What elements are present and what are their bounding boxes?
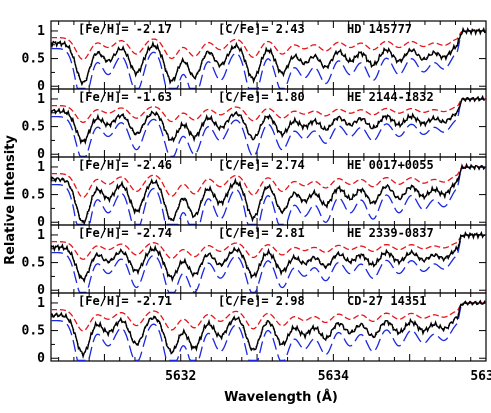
- cfe-label: [C/Fe]= 2.43: [218, 22, 305, 36]
- y-tick-label: 0.5: [22, 52, 45, 67]
- y-tick-label: 0.5: [22, 256, 45, 271]
- series-observed: [50, 162, 486, 225]
- spectrum-panel: 1 0.5 0 [Fe/H]= -2.74 [C/Fe]= 2.81 HE 2339-08…: [22, 224, 487, 298]
- series-model-low: [51, 30, 485, 90]
- y-tick-label: 1: [37, 296, 45, 311]
- panel-frame: [50, 292, 487, 362]
- y-tick-label: 0: [37, 351, 45, 366]
- feh-label: [Fe/H]= -2.74: [78, 226, 172, 240]
- series-model-best: [51, 234, 485, 280]
- series-model-low: [51, 302, 485, 362]
- series-model-best: [51, 98, 485, 143]
- series-observed: [50, 26, 486, 87]
- feh-label: [Fe/H]= -2.17: [78, 22, 172, 36]
- feh-label: [Fe/H]= -2.46: [78, 158, 172, 172]
- star-name: HE 2144-1832: [347, 90, 434, 104]
- y-tick-label: 1: [37, 92, 45, 107]
- y-tick-label: 0: [37, 147, 45, 162]
- x-tick-label: 5636: [470, 369, 491, 384]
- panels-layer: 10.50[Fe/H]= -2.17 [C/Fe]= 2.43 HD 1457771…: [22, 20, 487, 366]
- series-observed: [50, 299, 486, 360]
- y-tick-label: 0: [37, 283, 45, 298]
- spectrum-panel: 1 0.5 0 [Fe/H]= -2.17 [C/Fe]= 2.43 HD 145777: [22, 20, 487, 94]
- cfe-label: [C/Fe]= 2.74: [218, 158, 305, 172]
- y-tick-label: 0: [37, 215, 45, 230]
- spectrum-panel: 1 0.5 0 [Fe/H]= -2.46 [C/Fe]= 2.74 HE 0017+00…: [22, 156, 487, 230]
- series-model-high: [51, 166, 485, 199]
- series-observed: [50, 230, 485, 284]
- series-model-high: [51, 98, 485, 124]
- y-axis-label: Relative Intensity: [3, 135, 18, 265]
- feh-label: [Fe/H]= -2.71: [78, 294, 172, 308]
- spectrum-panel: 1 0.5 0 [Fe/H]= -2.71 [C/Fe]= 2.98 CD-27 1435…: [22, 292, 487, 366]
- x-tick-labels: 5632 5634 5636: [165, 369, 491, 384]
- feh-label: [Fe/H]= -1.63: [78, 90, 172, 104]
- series-model-high: [51, 234, 485, 260]
- star-name: HE 2339-0837: [347, 226, 434, 240]
- series-model-low: [51, 166, 485, 226]
- y-tick-label: 1: [37, 24, 45, 39]
- y-tick-label: 1: [37, 160, 45, 175]
- y-tick-label: 0.5: [22, 120, 45, 135]
- cfe-label: [C/Fe]= 1.80: [218, 90, 305, 104]
- series-model-high: [51, 302, 485, 332]
- x-axis-label: Wavelength (Å): [224, 389, 338, 405]
- y-tick-label: 0.5: [22, 188, 45, 203]
- cfe-label: [C/Fe]= 2.98: [218, 294, 305, 308]
- y-tick-label: 0: [37, 79, 45, 94]
- x-tick-label: 5634: [318, 369, 349, 384]
- star-name: HD 145777: [347, 22, 412, 36]
- y-tick-label: 0.5: [22, 324, 45, 339]
- series-model-high: [51, 30, 485, 61]
- y-tick-label: 1: [37, 228, 45, 243]
- spectrum-panel: 1 0.5 0 [Fe/H]= -1.63 [C/Fe]= 1.80 HE 2144-18…: [22, 88, 487, 162]
- cfe-label: [C/Fe]= 2.81: [218, 226, 305, 240]
- series-model-low: [51, 234, 485, 294]
- series-observed: [50, 94, 486, 145]
- x-tick-label: 5632: [165, 369, 196, 384]
- series-model-low: [51, 98, 485, 158]
- star-name: CD-27 14351: [347, 294, 426, 308]
- star-name: HE 0017+0055: [347, 158, 434, 172]
